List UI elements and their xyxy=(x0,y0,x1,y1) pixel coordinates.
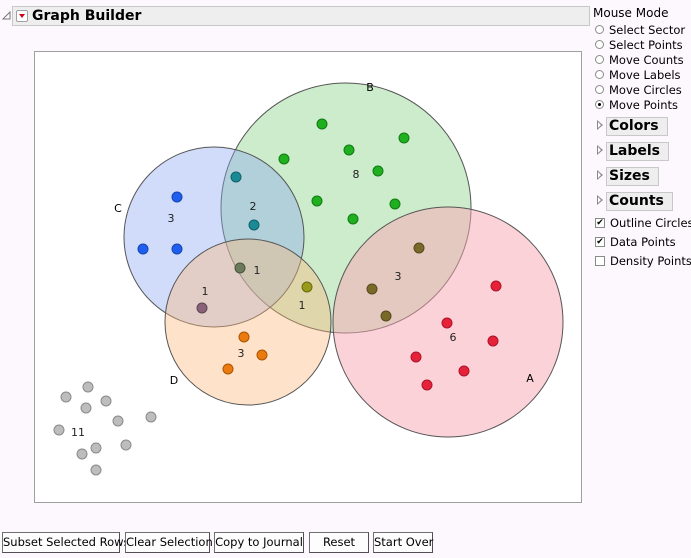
set-label-a[interactable]: A xyxy=(526,372,534,385)
section-counts-label[interactable]: Counts xyxy=(606,192,673,211)
count-bcd[interactable]: 1 xyxy=(254,264,261,277)
red-triangle-menu-icon[interactable] xyxy=(16,10,28,22)
radio-move-circles[interactable]: Move Circles xyxy=(595,83,682,98)
venn-plot-frame[interactable]: B A C D xyxy=(34,51,582,503)
radio-select-sector[interactable]: Select Sector xyxy=(595,23,685,38)
radio-move-points[interactable]: Move Points xyxy=(595,98,678,113)
checkbox-unchecked-icon[interactable] xyxy=(595,255,605,266)
radio-move-counts[interactable]: Move Counts xyxy=(595,53,684,68)
mouse-mode-title: Mouse Mode xyxy=(593,6,669,20)
section-colors-label[interactable]: Colors xyxy=(606,117,668,136)
count-c-only[interactable]: 3 xyxy=(168,212,175,225)
count-b-only[interactable]: 8 xyxy=(353,168,360,181)
points-cd[interactable] xyxy=(196,302,208,314)
outline-header-bar xyxy=(12,6,590,26)
start-over-button[interactable]: Start Over xyxy=(373,532,433,553)
venn-diagram[interactable]: B A C D xyxy=(34,51,582,503)
count-bd[interactable]: 1 xyxy=(299,299,306,312)
radio-button-selected-icon[interactable] xyxy=(595,100,604,109)
expand-triangle-icon[interactable] xyxy=(597,119,603,130)
section-labels-label[interactable]: Labels xyxy=(606,142,670,161)
clear-selection-button[interactable]: Clear Selection xyxy=(125,532,213,553)
set-label-c[interactable]: C xyxy=(114,202,122,215)
points-c-only[interactable] xyxy=(137,191,183,255)
expand-triangle-icon[interactable] xyxy=(597,194,603,205)
radio-button-icon[interactable] xyxy=(595,40,604,49)
points-bd[interactable] xyxy=(301,281,313,293)
expand-triangle-icon[interactable] xyxy=(597,144,603,155)
count-bc[interactable]: 2 xyxy=(250,200,257,213)
checkbox-outline-circles[interactable]: ✔ Outline Circles xyxy=(595,216,691,230)
section-counts[interactable]: Counts xyxy=(597,192,673,212)
count-d-only[interactable]: 3 xyxy=(238,347,245,360)
set-label-d[interactable]: D xyxy=(170,374,178,387)
circle-c[interactable] xyxy=(123,146,305,328)
section-labels[interactable]: Labels xyxy=(597,142,670,162)
copy-to-journal-button[interactable]: Copy to Journal xyxy=(214,532,304,553)
section-colors[interactable]: Colors xyxy=(597,117,668,137)
window-title: Graph Builder xyxy=(32,8,142,24)
checkbox-density-points[interactable]: Density Points xyxy=(595,254,691,269)
checkbox-checked-icon[interactable]: ✔ xyxy=(595,217,605,228)
points-outside[interactable] xyxy=(53,381,157,476)
radio-select-points[interactable]: Select Points xyxy=(595,38,683,53)
checkbox-data-points[interactable]: ✔ Data Points xyxy=(595,235,676,249)
count-cd[interactable]: 1 xyxy=(202,285,209,298)
radio-button-icon[interactable] xyxy=(595,70,604,79)
reset-button[interactable]: Reset xyxy=(309,532,369,553)
circle-d[interactable] xyxy=(164,238,332,406)
radio-move-labels[interactable]: Move Labels xyxy=(595,68,681,83)
radio-button-icon[interactable] xyxy=(595,55,604,64)
points-b-only[interactable] xyxy=(278,118,410,225)
section-sizes[interactable]: Sizes xyxy=(597,167,659,187)
radio-button-icon[interactable] xyxy=(595,85,604,94)
count-outside[interactable]: 11 xyxy=(71,426,85,439)
set-label-b[interactable]: B xyxy=(366,81,374,94)
points-bc[interactable] xyxy=(230,171,260,231)
count-a-only[interactable]: 6 xyxy=(450,331,457,344)
outline-disclosure-icon[interactable] xyxy=(1,9,11,20)
count-ab[interactable]: 3 xyxy=(395,270,402,283)
points-a-only[interactable] xyxy=(410,280,502,391)
points-ab[interactable] xyxy=(366,242,425,322)
section-sizes-label[interactable]: Sizes xyxy=(606,167,659,186)
points-bcd[interactable] xyxy=(234,262,246,274)
radio-button-icon[interactable] xyxy=(595,25,604,34)
expand-triangle-icon[interactable] xyxy=(597,169,603,180)
subset-selected-rows-button[interactable]: Subset Selected Rows xyxy=(2,532,130,553)
checkbox-checked-icon[interactable]: ✔ xyxy=(595,236,605,247)
points-d-only[interactable] xyxy=(222,331,268,375)
